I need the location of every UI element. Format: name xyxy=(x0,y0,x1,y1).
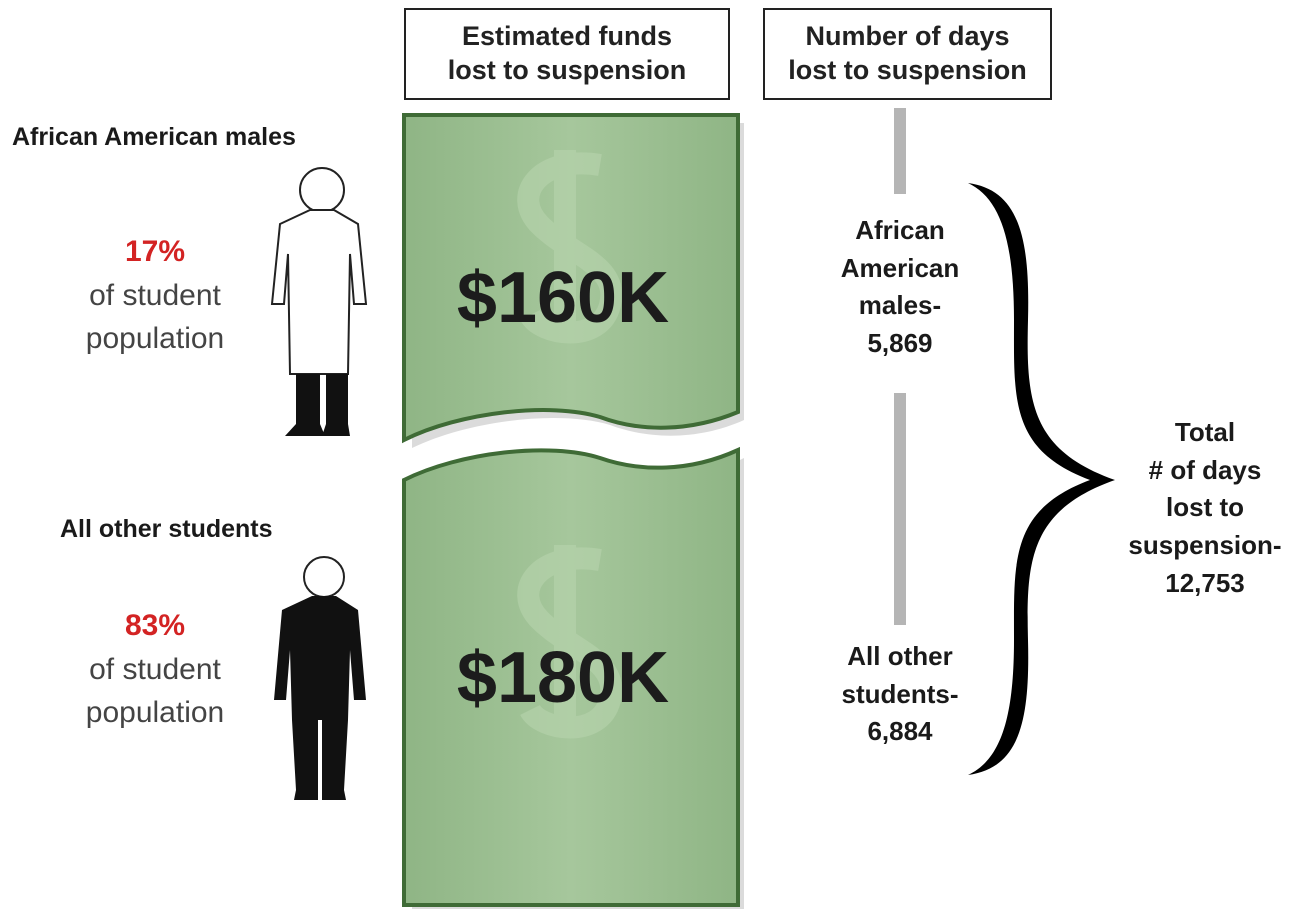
total-value: 12,753 xyxy=(1105,565,1305,603)
share-text: of student xyxy=(35,648,275,692)
share-percent: 83% xyxy=(35,604,275,648)
share-text: of student xyxy=(35,274,275,318)
total-label: lost to xyxy=(1105,489,1305,527)
days-block: African American males- 5,869 xyxy=(800,212,1000,363)
header-days: Number of days lost to suspension xyxy=(763,8,1052,100)
group-name: African American males xyxy=(12,125,296,150)
group-name: All other students xyxy=(60,517,273,542)
share-text: population xyxy=(35,317,275,361)
connector xyxy=(894,393,906,625)
share-block: 83% of student population xyxy=(35,604,275,735)
days-label: males- xyxy=(800,287,1000,325)
total-block: Total # of days lost to suspension- 12,7… xyxy=(1105,414,1305,602)
share-percent: 17% xyxy=(35,230,275,274)
days-value: 6,884 xyxy=(800,713,1000,751)
header-line: lost to suspension xyxy=(765,54,1050,88)
total-label: Total xyxy=(1105,414,1305,452)
days-label: All other xyxy=(800,638,1000,676)
header-funds: Estimated funds lost to suspension xyxy=(404,8,730,100)
days-value: 5,869 xyxy=(800,325,1000,363)
funds-amount: $180K xyxy=(396,637,730,719)
header-line: Number of days xyxy=(765,20,1050,54)
connector xyxy=(894,108,906,194)
funds-amount: $160K xyxy=(396,257,730,339)
figure-white xyxy=(272,168,366,436)
figure-black xyxy=(274,557,366,800)
days-block: All other students- 6,884 xyxy=(800,638,1000,751)
share-text: population xyxy=(35,691,275,735)
infographic: Estimated funds lost to suspension Numbe… xyxy=(0,0,1313,909)
share-block: 17% of student population xyxy=(35,230,275,361)
header-line: Estimated funds xyxy=(406,20,728,54)
total-label: suspension- xyxy=(1105,527,1305,565)
header-line: lost to suspension xyxy=(406,54,728,88)
days-label: American xyxy=(800,250,1000,288)
total-label: # of days xyxy=(1105,452,1305,490)
days-label: African xyxy=(800,212,1000,250)
days-label: students- xyxy=(800,676,1000,714)
